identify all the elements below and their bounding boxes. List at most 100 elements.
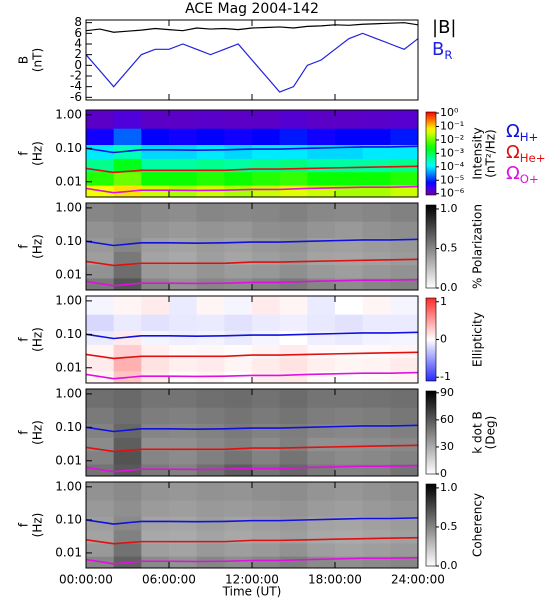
heatmap-cell [224,389,253,408]
y-tick-label: 0.01 [55,267,82,281]
heatmap-cell [224,423,253,438]
heatmap-cell [390,144,418,159]
heatmap-cell [196,203,225,222]
gyrofrequency-line [86,536,418,545]
heatmap-cell [113,499,142,517]
heatmap-cell [390,251,418,266]
y-axis-label: (Hz) [31,513,45,538]
heatmap-cell [252,158,281,173]
heatmap-cell [252,463,281,476]
heatmap-cell [279,344,308,359]
heatmap-cell [307,264,336,279]
heatmap-cell [307,357,336,372]
heatmap-cell [86,407,115,425]
heatmap-cell [279,184,308,197]
y-tick-label: 2 [74,47,82,61]
heatmap-cell [169,357,198,372]
legend-subscript: R [444,48,452,62]
heatmap-cell [390,184,418,197]
colorbar-tick-label: 0 [440,333,447,346]
heatmap-cell [362,251,391,266]
heatmap-cell [169,499,198,517]
heatmap-cell [196,296,225,315]
heatmap-cell [307,542,336,557]
heatmap-cell [390,463,418,476]
y-tick-label: 0.01 [55,174,82,188]
colorbar-tick-label: 0 [440,467,447,480]
colorbar [425,111,437,196]
heatmap-cell [390,171,418,186]
heatmap-cell [279,237,308,252]
heatmap-cell [390,314,418,332]
y-axis-label: f [17,244,31,249]
colorbar-tick-label: 0.5 [440,241,458,254]
heatmap-cell [141,251,170,266]
heatmap-cell [113,389,142,408]
heatmap-cell [141,516,170,531]
heatmap-cell [141,344,170,359]
heatmap-cell [335,556,364,568]
heatmap-cell [113,296,142,315]
heatmap-cell [335,389,364,408]
heatmap-cell [141,144,170,159]
colorbar-tick-label: 10⁻⁵ [440,173,464,186]
x-tick-label: 24:00:00 [391,573,445,587]
heatmap-cell [141,357,170,372]
heatmap-cell [196,499,225,517]
heatmap-cell [86,296,115,315]
heatmap-cell [113,264,142,279]
heatmap-cell [113,542,142,557]
heatmap-cell [362,463,391,476]
heatmap-cell [252,296,281,315]
heatmap-cell [390,128,418,146]
y-axis-label: (nT) [31,48,45,72]
heatmap-cell [279,171,308,186]
heatmap-cell [224,314,253,332]
heatmap-cell [307,482,336,501]
heatmap-cell [362,542,391,557]
x-tick-label: 12:00:00 [225,573,279,587]
heatmap-cell [335,314,364,332]
heatmap-cell [362,370,391,383]
heatmap-cell [279,437,308,452]
heatmap-cell [307,144,336,159]
heatmap-cell [169,482,198,501]
colorbar-tick-label: -1 [440,370,451,383]
heatmap-cell [196,389,225,408]
heatmap-cell [86,203,115,222]
heatmap-cell [279,330,308,345]
gyrofrequency-line [86,258,418,267]
heatmap-cell [362,482,391,501]
colorbar-label: (Deg) [484,416,498,450]
y-tick-label: 0.10 [55,141,82,155]
colorbar [425,390,437,475]
heatmap-cell [252,450,281,465]
heatmap-cell [279,314,308,332]
heatmap-cell [86,221,115,239]
heatmap-cell [335,110,364,129]
heatmap-cell [224,277,253,290]
heatmap-cell [390,277,418,290]
heatmap-cell [169,516,198,531]
heatmap-cell [224,370,253,383]
heatmap-cell [307,516,336,531]
heatmap-cell [390,450,418,465]
heatmap-cell [252,110,281,129]
heatmap-cell [252,344,281,359]
heatmap-cell [169,296,198,315]
heatmap-cell [362,423,391,438]
legend-name: Ω [506,163,520,184]
heatmap-cell [252,314,281,332]
heatmap-cell [141,529,170,544]
heatmap-cell [224,499,253,517]
heatmap-cell [141,542,170,557]
heatmap-cell [196,251,225,266]
heatmap-cell [307,330,336,345]
gyrofrequency-line [86,517,418,525]
heatmap-cell [307,407,336,425]
heatmap-cell [196,482,225,501]
heatmap-cell [390,296,418,315]
legend-name: Ω [506,142,520,163]
heatmap-cell [113,171,142,186]
heatmap-cell [390,516,418,531]
